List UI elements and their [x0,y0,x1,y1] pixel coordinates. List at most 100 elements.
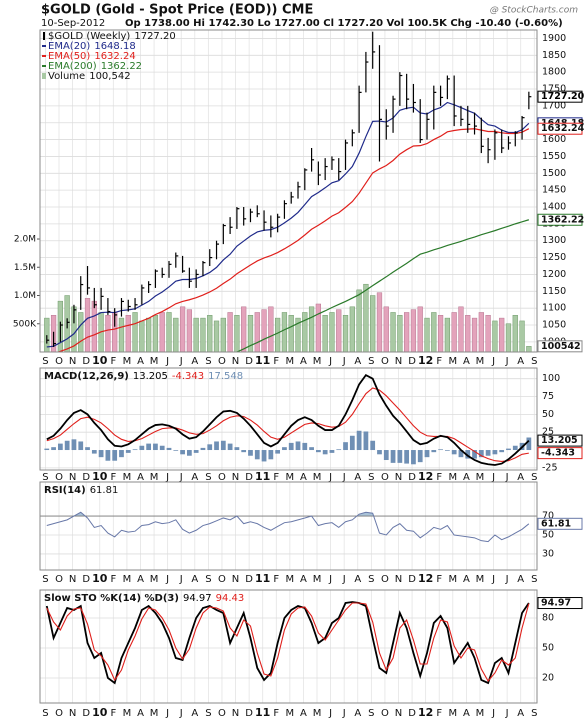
histogram-bar [44,448,50,451]
y-tick-label: 1600 [542,134,566,145]
x-tick-label: J [179,574,183,585]
volume-bar [91,300,97,352]
x-tick-label: A [354,574,361,585]
histogram-bar [349,435,355,451]
volume-bar [186,309,192,352]
x-tick-label: A [463,356,470,367]
volume-bar [227,312,233,352]
x-tick-label: A [300,708,307,719]
histogram-bar [71,439,77,451]
x-tick-label: M [150,708,159,719]
value-badge [537,340,583,353]
volume-bar [308,306,315,352]
volume-bar [105,315,111,352]
histogram-bar [417,450,423,463]
histogram-bar [309,447,314,451]
x-tick-label: 12 [418,706,433,719]
x-tick-label: S [42,472,48,483]
histogram-bar [207,444,213,451]
volume-bar [247,315,254,352]
panel-label-part: RSI(14) [44,485,86,496]
y-tick-label: 25 [542,427,554,438]
histogram-bar [329,450,335,453]
y-tick-label: 1800 [542,67,566,78]
histogram-bar [200,447,206,451]
x-tick-label: M [150,574,159,585]
histogram-bar [214,441,219,451]
histogram-bar [159,445,165,451]
value-badge-label: 100542 [541,341,581,352]
y-tick-label: 50 [542,643,554,654]
histogram-bar [139,445,145,451]
x-tick-label: A [463,472,470,483]
histogram-bar [363,431,369,451]
volume-bar [336,309,342,352]
volume-bar [417,306,423,352]
y-tick-label: 1750 [542,84,566,95]
y-tick-label: 100 [542,373,560,384]
x-tick-label: O [55,708,63,719]
legend-entry: $GOLD (Weekly) 1727.20 [48,31,176,42]
value-badge [537,213,583,226]
histogram-bar [193,450,199,453]
x-tick-label: N [69,356,76,367]
x-tick-label: A [517,708,524,719]
x-tick-label: O [381,574,389,585]
x-tick-label: J [328,574,332,585]
volume-bar [512,315,518,352]
legend-entry-part: EMA(200) [48,61,97,72]
histogram-bar [506,448,511,451]
y-tick-label: 1100 [542,303,566,314]
legend-entry-part: 1727.20 [134,31,175,42]
panel-label: Slow STO %K(14) %D(3) 94.97 94.43 [44,593,244,604]
quote: Op 1738.00 Hi 1742.30 Lo 1727.00 Cl 1727… [125,18,563,29]
panel-label-part: 94.97 [183,593,212,604]
x-tick-label: S [531,356,537,367]
volume-bar [254,312,260,352]
volume-bar [200,317,206,352]
panel-label-part: MACD(12,26,9) [44,371,129,382]
x-tick-label: S [531,472,537,483]
histogram-bar [383,450,389,461]
histogram-bar [458,450,464,458]
volume-bar [302,312,308,352]
volume-bar [132,312,138,352]
volume-tick-label: 1.5M [14,263,36,273]
x-tick-label: O [218,574,226,585]
legend-swatch [42,73,46,79]
x-tick-label: J [342,708,346,719]
x-tick-label: M [286,708,295,719]
x-tick-label: F [273,574,279,585]
x-tick-label: N [69,472,76,483]
volume-bar [383,306,389,352]
y-tick-label: 50 [542,529,554,540]
volume-bar [166,312,172,352]
x-tick-label: M [448,472,457,483]
x-tick-label: N [395,708,402,719]
volume-bar [213,320,220,352]
volume-bar [125,315,131,352]
histogram-bar [492,450,498,455]
histogram-bar [91,450,97,454]
histogram-bar [411,450,416,465]
x-tick-label: D [245,356,253,367]
x-tick-label: O [218,708,226,719]
y-tick-label: 75 [542,391,554,402]
volume-bar [444,317,451,352]
volume-bar [526,346,532,352]
x-tick-label: D [82,708,90,719]
volume-bar [179,306,186,352]
x-tick-label: A [517,356,524,367]
volume-bar [146,317,152,352]
volume-bar [342,315,349,352]
x-tick-label: J [491,356,495,367]
x-tick-label: D [245,708,253,719]
rsi-line [46,511,530,543]
x-tick-label: M [313,356,322,367]
legend-entry: Volume 100,542 [48,71,131,82]
x-tick-label: O [381,708,389,719]
histogram-bar [112,450,118,461]
x-tick-label: J [328,708,332,719]
x-tick-label: A [517,574,524,585]
volume-bar [458,306,464,352]
